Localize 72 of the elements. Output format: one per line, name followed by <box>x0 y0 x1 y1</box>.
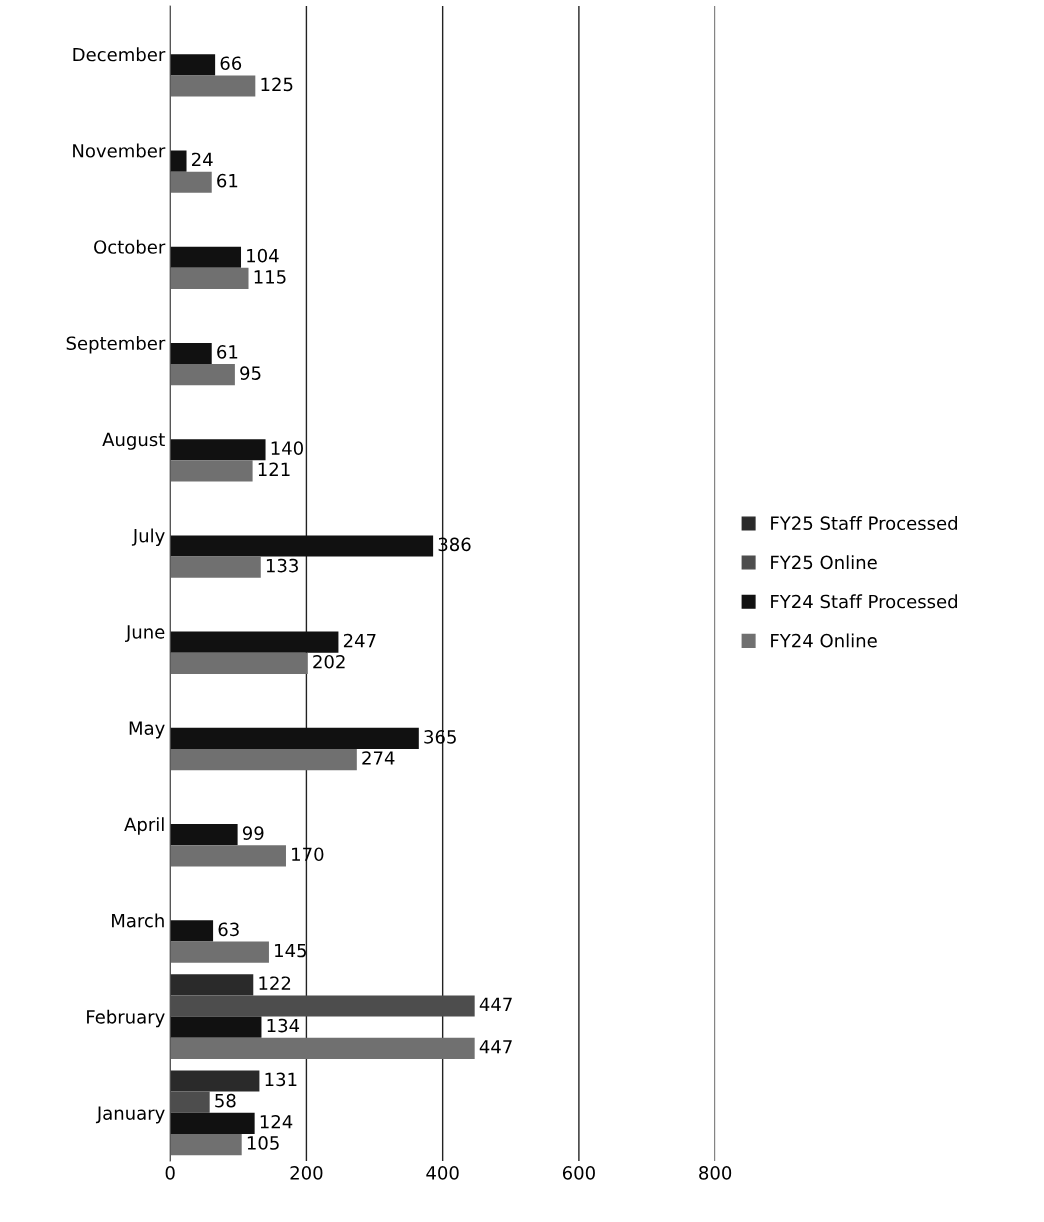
bar <box>170 1070 260 1092</box>
data-label: 122 <box>259 976 291 990</box>
y-tick-label: February <box>87 1009 165 1028</box>
y-tick-label: July <box>131 528 165 546</box>
legend-label: FY25 Staff Processed <box>771 516 957 531</box>
data-label: 63 <box>218 922 239 937</box>
data-label: 134 <box>267 1018 300 1033</box>
y-tick-label: November <box>73 143 166 158</box>
legend-label: FY25 Online <box>771 555 877 570</box>
data-label: 121 <box>258 462 290 476</box>
bar <box>170 1016 262 1038</box>
bar <box>170 54 216 76</box>
x-tick-label: 800 <box>699 1166 732 1180</box>
bar <box>170 150 187 172</box>
y-tick-label: June <box>125 625 165 643</box>
data-label: 125 <box>261 77 293 92</box>
bar <box>170 824 238 846</box>
bar <box>170 439 266 461</box>
data-label: 202 <box>313 654 345 669</box>
bar <box>170 246 242 268</box>
data-label: 99 <box>242 826 264 840</box>
bar <box>170 342 212 365</box>
data-label: 133 <box>266 558 298 573</box>
y-tick-label: January <box>95 1106 165 1124</box>
y-tick-label: May <box>129 721 165 739</box>
data-label: 247 <box>343 633 376 648</box>
bar <box>170 845 286 867</box>
data-label: 274 <box>362 751 395 765</box>
x-tick-label: 400 <box>426 1166 459 1180</box>
bar <box>170 267 249 290</box>
data-label: 145 <box>275 943 306 958</box>
legend-label: FY24 Online <box>771 633 877 648</box>
bar <box>170 75 256 97</box>
data-label: 104 <box>247 248 279 263</box>
data-label: 66 <box>220 56 242 71</box>
y-tick-label: October <box>94 239 166 254</box>
data-label: 115 <box>254 270 286 284</box>
legend-label: FY24 Staff Processed <box>771 594 957 609</box>
bar <box>170 1133 242 1156</box>
data-label: 124 <box>260 1114 293 1129</box>
data-label: 61 <box>217 345 238 359</box>
bar <box>170 364 235 386</box>
bar <box>170 1037 475 1059</box>
y-tick-label: December <box>73 47 166 62</box>
y-tick-label: August <box>102 432 165 450</box>
bar <box>170 556 261 578</box>
data-label: 140 <box>271 441 303 455</box>
bar <box>170 535 434 557</box>
bar <box>170 974 254 996</box>
data-label: 95 <box>240 366 261 380</box>
data-label: 105 <box>247 1136 279 1150</box>
x-tick-label: 600 <box>562 1166 595 1180</box>
x-tick-label: 200 <box>290 1166 323 1180</box>
data-label: 24 <box>192 152 213 167</box>
bar <box>170 652 308 674</box>
data-label: 131 <box>265 1072 297 1087</box>
data-label: 447 <box>479 1040 512 1054</box>
data-label: 61 <box>217 173 238 188</box>
data-label: 58 <box>215 1093 236 1108</box>
x-tick-label: 0 <box>165 1166 175 1180</box>
y-tick-label: September <box>66 336 166 354</box>
bar <box>170 749 357 771</box>
y-tick-label: March <box>112 913 164 928</box>
bar <box>170 171 212 193</box>
data-label: 447 <box>479 997 512 1011</box>
y-tick-label: April <box>124 817 164 835</box>
bar <box>170 631 339 653</box>
bar <box>170 941 269 963</box>
bar <box>170 1112 255 1134</box>
bar <box>170 460 253 482</box>
bar <box>170 920 214 942</box>
bar <box>170 727 419 750</box>
